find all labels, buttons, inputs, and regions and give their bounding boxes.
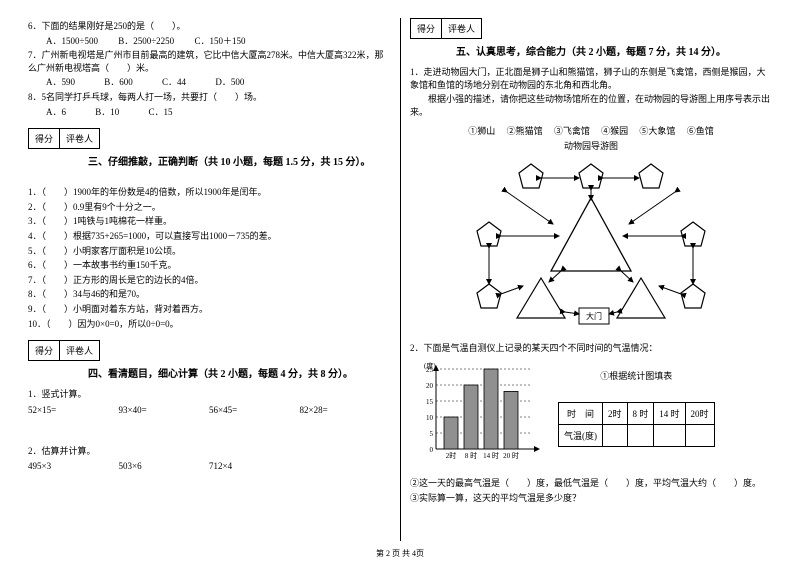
td-14 [654,424,685,446]
judge-9: 9．（ ）小明面对着东方站，背对着西方。 [28,303,390,316]
score-label: 得分 [410,18,442,39]
calc2-b: 503×6 [119,461,210,471]
q6-opt-c: C．150＋150 [194,36,245,46]
q7-opt-a: A．590 [46,77,75,87]
q6-opt-b: B．2500÷2250 [118,36,174,46]
q8-stem: 8．5名同学打乒乓球，每两人打一场，共要打（ ）场。 [28,91,390,104]
table-title: ①根据统计图填表 [558,369,715,382]
zoo-map-title: 动物园导游图 [410,139,772,152]
table-row: 时 间 2时 8 时 14 时 20时 [559,402,715,424]
calc1-c: 56×45= [209,405,300,415]
svg-text:8 时: 8 时 [465,451,477,460]
score-label: 得分 [28,340,60,361]
score-label: 得分 [28,128,60,149]
q7-opt-b: B．600 [104,77,133,87]
q5-2-stem: 2．下面是气温自测仪上记录的某天四个不同时间的气温情况： [410,342,772,355]
legend-1: ①狮山 [468,126,495,136]
th-time: 时 间 [559,402,603,424]
q8-opt-a: A．6 [46,107,66,117]
calc1-a: 52×15= [28,405,119,415]
legend-3: ③飞禽馆 [554,126,590,136]
th-8: 8 时 [627,402,654,424]
grader-label: 评卷人 [59,340,100,361]
calc2-a: 495×3 [28,461,119,471]
calc1-d: 82×28= [300,405,391,415]
calc2-row: 495×3 503×6 712×4 [28,461,390,471]
q5-2-line2: ②这一天的最高气温是（ ）度，最低气温是（ ）度，平均气温大约（ ）度。 [410,477,772,490]
q7-stem: 7．广州新电视塔是广州市目前最高的建筑，它比中信大厦高278米。中信大厦高322… [28,49,390,74]
legend-6: ⑥鱼馆 [687,126,714,136]
td-2 [603,424,628,446]
temperature-table: 时 间 2时 8 时 14 时 20时 气温(度) [558,402,715,447]
zoo-legend: ①狮山 ②熊猫馆 ③飞禽馆 ④猴园 ⑤大象馆 ⑥鱼馆 [410,124,772,137]
svg-text:(度): (度) [424,361,436,370]
q7-opts: A．590 B．600 C．44 D．500 [28,76,390,89]
score-box-5: 得分 评卷人 [410,18,772,39]
th-2: 2时 [603,402,628,424]
score-box-4: 得分 评卷人 [28,340,390,361]
svg-text:0: 0 [430,446,434,454]
judge-10: 10．（ ）因为0×0=0，所以0÷0=0。 [28,318,390,331]
q7-opt-c: C．44 [162,77,186,87]
q6-opts: A．1500÷500 B．2500÷2250 C．150＋150 [28,35,390,48]
judge-6: 6．（ ）一本故事书约重150千克。 [28,259,390,272]
q5-2-line3: ③实际算一算，这天的平均气温是多少度？ [410,492,772,505]
page-footer: 第 2 页 共 4页 [0,548,800,559]
svg-text:5: 5 [430,430,434,438]
score-box-3: 得分 评卷人 [28,128,390,149]
calc1-b: 93×40= [119,405,210,415]
q6-opt-a: A．1500÷500 [46,36,98,46]
judge-8: 8．（ ）34与46的和是70。 [28,288,390,301]
section-5-title: 五、认真思考，综合能力（共 2 小题，每题 7 分，共 14 分）。 [410,43,772,58]
svg-text:15: 15 [426,398,434,406]
q6-stem: 6．下面的结果刚好是250的是（ ）。 [28,20,390,33]
judge-3: 3．（ ）1吨铁与1吨棉花一样重。 [28,215,390,228]
grader-label: 评卷人 [441,18,482,39]
th-14: 14 时 [654,402,685,424]
gate-label: 大门 [586,311,602,321]
svg-text:14 时: 14 时 [483,451,499,460]
calc1-row: 52×15= 93×40= 56×45= 82×28= [28,405,390,415]
calc2-d [300,461,391,471]
calc1-label: 1．竖式计算。 [28,388,390,401]
svg-text:2时: 2时 [446,451,457,460]
section-4-title: 四、看清题目，细心计算（共 2 小题，每题 4 分，共 8 分）。 [28,365,390,380]
temperature-bar-chart: 0510152025(度)2时8 时14 时20 时 [410,361,540,471]
q8-opts: A．6 B．10 C．15 [28,106,390,119]
table-row: 气温(度) [559,424,715,446]
td-20 [685,424,714,446]
q8-opt-c: C．15 [149,107,173,117]
calc2-label: 2．估算并计算。 [28,445,390,458]
q5-1-stem: 1．走进动物园大门，正北面是狮子山和熊猫馆，狮子山的东侧是飞禽馆，西侧是猴园，大… [410,66,772,91]
td-temp: 气温(度) [559,424,603,446]
judge-1: 1．（ ）1900年的年份数是4的倍数，所以1900年是闰年。 [28,186,390,199]
td-8 [627,424,654,446]
legend-2: ②熊猫馆 [507,126,543,136]
svg-text:20 时: 20 时 [503,451,519,460]
section-3-title: 三、仔细推敲，正确判断（共 10 小题，每题 1.5 分，共 15 分）。 [28,153,390,168]
svg-text:20: 20 [426,382,434,390]
q7-opt-d: D．500 [215,77,244,87]
svg-text:10: 10 [426,414,434,422]
calc2-c: 712×4 [209,461,300,471]
zoo-map-diagram: 大门 [461,156,721,336]
q8-opt-b: B．10 [95,107,119,117]
judge-5: 5．（ ）小明家客厅面积是10公顷。 [28,245,390,258]
grader-label: 评卷人 [59,128,100,149]
judge-4: 4．（ ）根据735+265=1000，可以直接写出1000－735的差。 [28,230,390,243]
judge-2: 2．（ ）0.9里有9个十分之一。 [28,201,390,214]
legend-5: ⑤大象馆 [639,126,675,136]
judge-7: 7．（ ）正方形的周长是它的边长的4倍。 [28,274,390,287]
th-20: 20时 [685,402,714,424]
legend-4: ④猴园 [601,126,628,136]
q5-1-sub: 根据小强的描述，请你把这些动物场馆所在的位置，在动物园的导游图上用序号表示出来。 [410,93,772,118]
